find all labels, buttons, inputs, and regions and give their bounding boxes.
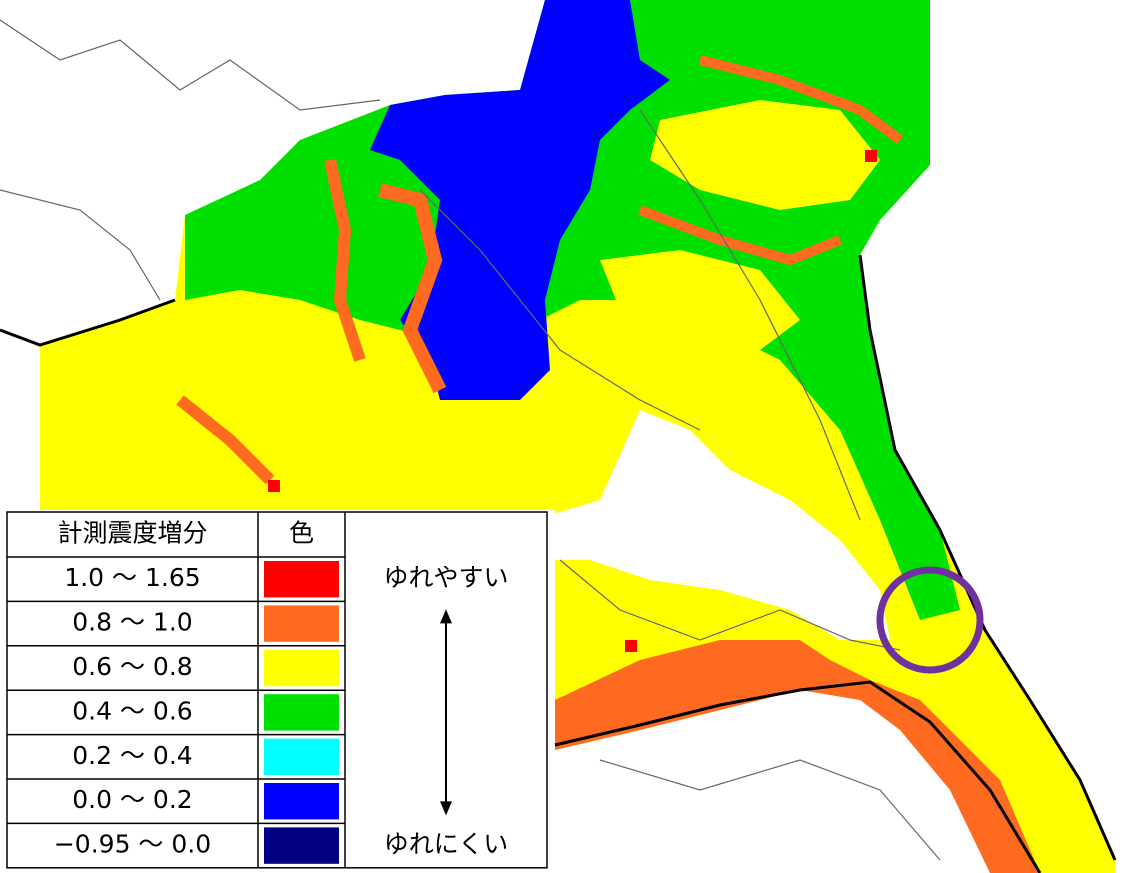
zone-red	[268, 480, 280, 492]
zone-orange	[324, 158, 366, 362]
low-label: ゆれにくい	[384, 830, 509, 859]
legend-swatch	[264, 694, 339, 731]
legend-header: 計測震度増分	[57, 519, 207, 548]
legend-range: 0.2 ～ 0.4	[72, 741, 192, 770]
zone-yellow	[650, 100, 880, 210]
legend-range: 0.6 ～ 0.8	[72, 652, 192, 681]
legend-range: 0.4 ～ 0.6	[72, 696, 192, 725]
prefecture-border	[554, 680, 1042, 873]
boundary	[0, 19, 381, 111]
arrow-head	[440, 801, 452, 816]
legend-swatch	[264, 649, 339, 687]
prefecture-border	[0, 298, 176, 347]
arrow-head	[440, 609, 452, 624]
zone-blue	[370, 0, 670, 400]
high-label: ゆれやすい	[383, 563, 508, 592]
highlight-circle	[876, 566, 984, 674]
zone-red	[865, 150, 877, 162]
legend-swatch	[264, 783, 339, 820]
legend-range: 0.0 ～ 0.2	[72, 785, 192, 814]
boundary	[0, 189, 161, 301]
boundary	[419, 189, 701, 431]
zone-orange	[638, 205, 842, 266]
legend-swatch	[264, 605, 339, 642]
legend-range: −0.95 ～ 0.0	[54, 830, 211, 859]
lake	[550, 410, 890, 640]
zone-orange	[698, 55, 903, 144]
legend: 計測震度増分 色 1.0 ～ 1.65 0.8 ～ 1.0 0.6 ～ 0.8 0.4 ～…	[6, 511, 548, 869]
zone-red	[625, 640, 637, 652]
legend-range: 1.0 ～ 1.65	[64, 563, 200, 592]
boundary	[639, 109, 861, 521]
legend-swatch	[264, 561, 339, 598]
zone-orange	[378, 183, 447, 394]
legend-swatch	[264, 738, 339, 775]
boundary	[559, 559, 901, 651]
boundary	[599, 759, 941, 861]
legend-range: 0.8 ～ 1.0	[72, 608, 192, 637]
zone-yellow	[600, 250, 800, 350]
zone-orange	[176, 395, 275, 485]
zone-orange	[555, 640, 1040, 873]
legend-swatch	[264, 827, 339, 864]
legend-header: 色	[289, 519, 314, 548]
